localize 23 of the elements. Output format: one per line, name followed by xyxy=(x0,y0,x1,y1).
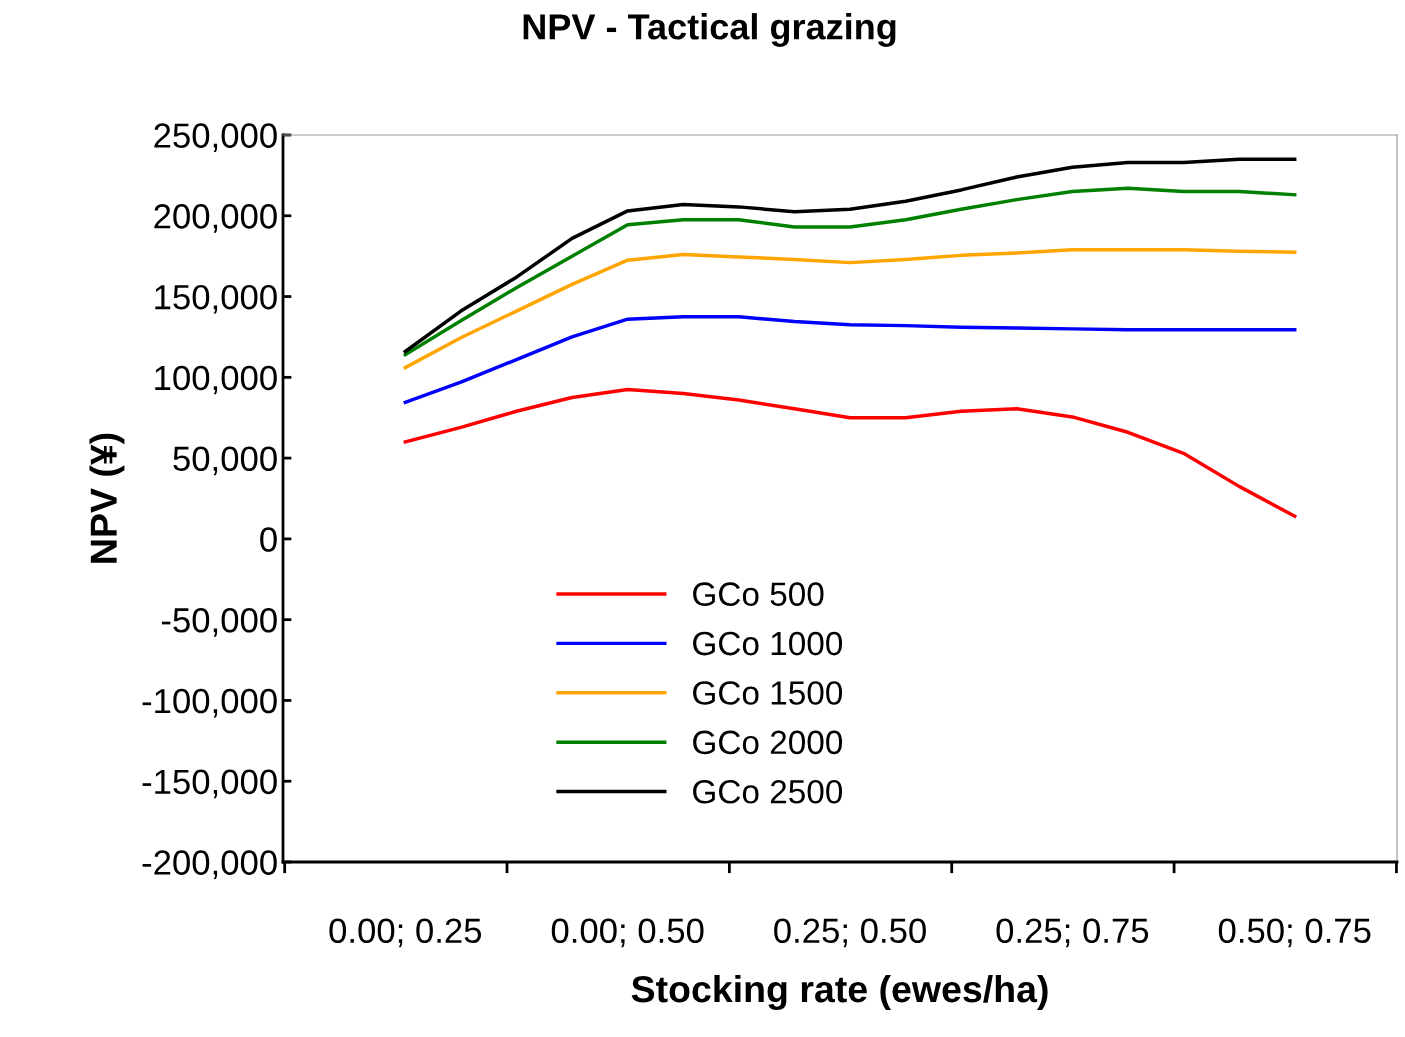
y-tick-label: 250,000 xyxy=(154,123,277,153)
legend-label: GCo 2000 xyxy=(693,730,843,755)
y-tick-label: 0 xyxy=(260,527,277,552)
legend-label: GCo 500 xyxy=(693,582,824,606)
y-tick-label: -50,000 xyxy=(161,608,277,637)
y-tick-label: 150,000 xyxy=(155,284,277,314)
x-tick-label: 0.25; 0.75 xyxy=(996,918,1149,948)
x-tick-label: 0.25; 0.50 xyxy=(774,918,926,948)
y-tick-label: 200,000 xyxy=(154,204,277,233)
y-tick-label: -150,000 xyxy=(142,769,277,799)
legend-label: GCo 2500 xyxy=(693,780,843,804)
x-tick-label: 0.00; 0.50 xyxy=(551,918,704,948)
x-axis-title: Stocking rate (ewes/ha) xyxy=(631,974,1048,1011)
y-tick-label: -200,000 xyxy=(142,850,277,880)
y-axis-title: NPV (¥) xyxy=(89,433,125,563)
x-tick-label: 0.00; 0.25 xyxy=(329,918,482,948)
x-tick-label: 0.50; 0.75 xyxy=(1218,918,1371,948)
y-tick-label: -100,000 xyxy=(142,688,277,718)
legend-label: GCo 1500 xyxy=(693,681,843,705)
legend-label: GCo 1000 xyxy=(693,631,843,656)
y-tick-label: 50,000 xyxy=(173,446,277,476)
y-tick-label: 100,000 xyxy=(155,365,277,395)
chart-title: NPV - Tactical grazing xyxy=(523,13,896,47)
